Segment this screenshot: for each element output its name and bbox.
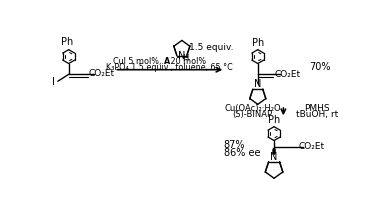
Text: Cu(OAc)₂·H₂O: Cu(OAc)₂·H₂O (224, 104, 281, 113)
Text: CO₂Et: CO₂Et (299, 142, 325, 151)
Text: Ph: Ph (61, 37, 73, 47)
Text: CO₂Et: CO₂Et (275, 70, 301, 79)
Text: 1.5 equiv.: 1.5 equiv. (189, 43, 233, 52)
Text: 87%: 87% (224, 140, 245, 150)
Text: 70%: 70% (309, 62, 331, 72)
Text: 20 mol%: 20 mol% (168, 57, 206, 66)
Text: N: N (254, 79, 261, 89)
Text: PMHS: PMHS (304, 104, 329, 113)
Text: Ph: Ph (268, 115, 280, 125)
Text: tBuOH, rt: tBuOH, rt (296, 110, 338, 119)
Text: I: I (52, 77, 55, 87)
Text: H: H (182, 54, 189, 63)
Text: CO₂Et: CO₂Et (88, 69, 114, 78)
Text: K₃PO₄ 1.5 equiv., toluene, 65 °C: K₃PO₄ 1.5 equiv., toluene, 65 °C (106, 63, 233, 72)
Text: CuI 5 mol%,: CuI 5 mol%, (113, 57, 164, 66)
Text: (S)-BINAP: (S)-BINAP (232, 110, 273, 119)
Text: N: N (178, 51, 185, 61)
Text: Ph: Ph (252, 38, 264, 48)
Text: 86% ee: 86% ee (224, 148, 260, 158)
Text: A: A (164, 57, 170, 66)
Text: N: N (270, 152, 278, 162)
